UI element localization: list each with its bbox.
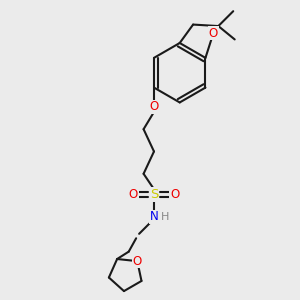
Text: O: O (149, 100, 159, 113)
Text: O: O (209, 26, 218, 40)
Text: S: S (150, 188, 158, 201)
Text: O: O (133, 255, 142, 268)
Text: O: O (129, 188, 138, 201)
Text: H: H (160, 212, 169, 222)
Text: O: O (170, 188, 179, 201)
Text: N: N (150, 210, 158, 224)
